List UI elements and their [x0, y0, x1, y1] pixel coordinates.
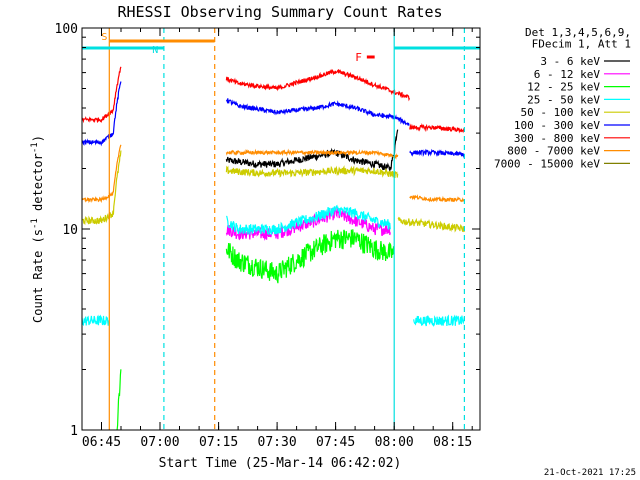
x-tick-label-6: 08:15 — [433, 435, 472, 450]
x-tick-label-5: 08:00 — [375, 435, 414, 450]
series-2-segment-0 — [116, 369, 122, 431]
series-2 — [116, 229, 395, 431]
series-7 — [81, 144, 465, 204]
x-tick-label-4: 07:45 — [316, 435, 355, 450]
series-layer — [81, 66, 465, 431]
series-3-segment-1 — [225, 204, 391, 235]
series-4-segment-0 — [82, 150, 122, 226]
series-4-segment-1 — [225, 165, 399, 179]
series-6-segment-1 — [225, 68, 411, 102]
flag-label-0: S — [101, 32, 107, 43]
flag-label-3: F — [355, 51, 362, 64]
x-tick-label-2: 07:15 — [199, 435, 238, 450]
axes: 06:45 07:00 07:15 07:30 07:45 08:00 08:15 1 10 10… — [55, 22, 480, 450]
legend-header-0: Det 1,3,4,5,6,9, — [525, 26, 631, 39]
series-6-segment-2 — [409, 123, 465, 134]
legend-label-1: 6 - 12 keV — [534, 68, 601, 81]
y-tick-label-0: 1 — [70, 424, 78, 439]
x-axis-label: Start Time (25-Mar-14 06:42:02) — [159, 456, 402, 471]
legend: Det 1,3,4,5,6,9,FDecim 1, Att 1 3 - 6 keV… — [494, 26, 631, 170]
y-tick-label-1: 10 — [62, 223, 78, 238]
series-0 — [225, 129, 399, 173]
flag-markers: S N F — [82, 32, 480, 64]
series-1-segment-0 — [225, 206, 391, 241]
series-4 — [82, 150, 465, 233]
flag-label-1: N — [152, 45, 158, 56]
y-axis-label: Count Rate (s-1 detector-1) — [30, 135, 45, 323]
series-4-segment-2 — [397, 216, 465, 233]
series-3 — [81, 204, 465, 328]
series-0-segment-0 — [225, 129, 399, 173]
legend-label-6: 300 - 800 keV — [514, 132, 600, 145]
chart-title: RHESSI Observing Summary Count Rates — [117, 3, 442, 21]
legend-label-4: 50 - 100 keV — [521, 106, 601, 119]
series-3-segment-2 — [413, 314, 465, 328]
series-7-segment-2 — [409, 194, 465, 203]
series-5-segment-0 — [81, 81, 122, 147]
x-tick-label-1: 07:00 — [140, 435, 179, 450]
legend-label-2: 12 - 25 keV — [527, 81, 600, 94]
series-5-segment-2 — [409, 148, 465, 159]
legend-header-1: FDecim 1, Att 1 — [532, 38, 631, 51]
y-tick-label-2: 100 — [55, 22, 78, 37]
x-tick-label-0: 06:45 — [82, 435, 121, 450]
series-5 — [81, 81, 465, 159]
series-6 — [81, 66, 465, 134]
series-6-segment-0 — [81, 66, 122, 124]
legend-label-8: 7000 - 15000 keV — [494, 157, 600, 170]
series-2-segment-1 — [225, 229, 395, 284]
series-1 — [225, 206, 391, 241]
x-tick-label-3: 07:30 — [258, 435, 297, 450]
time-marker-lines — [108, 28, 465, 430]
series-5-segment-1 — [225, 98, 410, 126]
series-3-segment-0 — [81, 314, 110, 327]
series-7-segment-0 — [81, 144, 122, 204]
series-7-segment-1 — [225, 148, 399, 160]
legend-label-0: 3 - 6 keV — [540, 55, 600, 68]
legend-label-3: 25 - 50 keV — [527, 93, 600, 106]
footer-date: 21-Oct-2021 17:25 — [544, 468, 636, 478]
legend-label-5: 100 - 300 keV — [514, 119, 600, 132]
legend-label-7: 800 - 7000 keV — [507, 145, 600, 158]
